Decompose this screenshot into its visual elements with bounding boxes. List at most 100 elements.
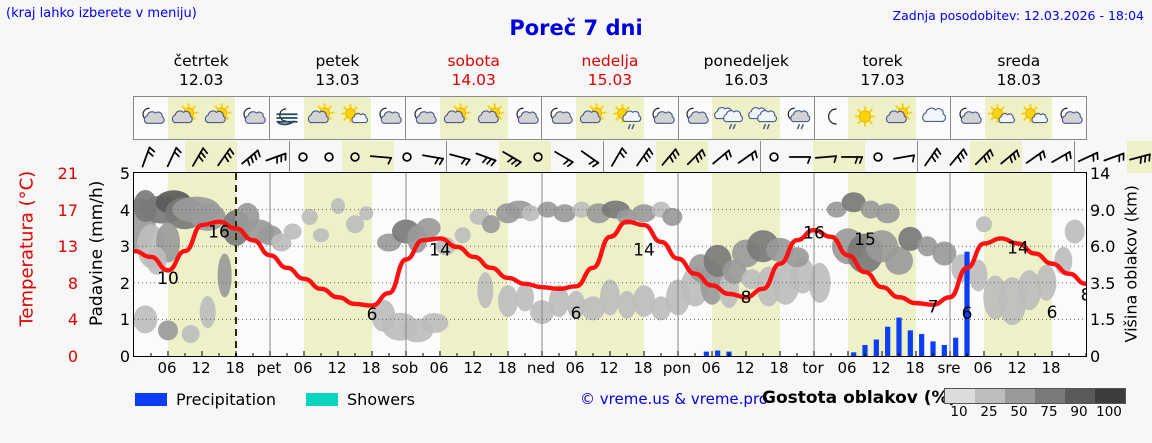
wind-day-group-0 <box>133 141 290 173</box>
wind-barb <box>918 141 944 173</box>
sun-cloud-icon <box>440 97 474 139</box>
moon-cloud-icon <box>235 97 269 139</box>
wind-barb <box>1022 141 1048 173</box>
time-tick-label: 18 <box>361 359 381 377</box>
wind-day-group-6 <box>1075 141 1152 173</box>
precipitation-axis-title-text: Padavine (mm/h) <box>87 180 107 326</box>
svg-text:14: 14 <box>429 240 451 260</box>
sun-cloud-icon <box>167 97 202 139</box>
time-tick-label: 18 <box>1041 359 1061 377</box>
cloud-rain-icon <box>712 97 747 139</box>
temperature-axis-title: Temperatura (°C) <box>14 168 40 364</box>
icon-day-group-6 <box>951 97 1086 139</box>
moon-cloud-icon <box>951 97 985 139</box>
moon-cloud-rain-icon <box>780 97 814 139</box>
icon-day-group-1 <box>270 97 407 139</box>
precipitation-bars <box>703 251 970 356</box>
wind-barb <box>787 141 813 173</box>
time-tick-label: 06 <box>973 359 993 377</box>
axis-tick: 2 <box>119 273 130 293</box>
svg-text:6: 6 <box>962 304 973 324</box>
day-header-1: petek 13.03 <box>269 52 405 92</box>
temperature-value-labels: 10 16 6 14 6 14 8 16 7 6 15 14 6 8 <box>157 223 1086 325</box>
wind-barb <box>630 141 656 173</box>
icon-day-group-5 <box>815 97 951 139</box>
wind-barb <box>133 141 159 173</box>
wind-barb <box>237 141 263 173</box>
wind-barb <box>865 141 891 173</box>
wind-barb <box>159 141 185 173</box>
day-name: ponedeljek <box>703 52 789 70</box>
axis-tick: 13 <box>57 237 78 257</box>
day-name: sreda <box>997 52 1041 70</box>
wind-day-group-5 <box>918 141 1075 173</box>
wind-day-group-4 <box>761 141 918 173</box>
wind-barb <box>316 141 342 173</box>
axis-tick: 21 <box>57 164 78 183</box>
wind-barb <box>420 141 446 173</box>
wind-barb <box>499 141 525 173</box>
density-swatch-75 <box>1035 389 1065 403</box>
wind-barb <box>813 141 839 173</box>
sun-cloud-icon <box>201 97 236 139</box>
time-tick-label: tor <box>802 359 824 377</box>
axis-tick: 3.5 <box>1090 273 1116 293</box>
day-name: petek <box>315 52 360 70</box>
time-tick-label: 12 <box>871 359 891 377</box>
time-tick-label: 12 <box>599 359 619 377</box>
moon-cloud-icon <box>508 97 542 139</box>
day-date: 18.03 <box>996 71 1042 89</box>
precipitation-legend-label: Precipitation <box>176 389 277 409</box>
axis-tick: 6.0 <box>1090 237 1116 257</box>
moon-fog-icon <box>270 97 304 139</box>
time-tick-label: 12 <box>735 359 755 377</box>
wind-barb <box>342 141 368 173</box>
axis-tick: 5 <box>119 164 130 183</box>
precipitation-axis-ticks: 5 4 3 2 1 0 <box>108 160 130 366</box>
moon-icon <box>815 97 849 139</box>
time-tick-label: sob <box>391 359 419 377</box>
time-tick-label: 06 <box>837 359 857 377</box>
wind-barb <box>473 141 499 173</box>
time-axis-labels: 06 12 18 pet 06 12 18 sob 06 12 18 ned 06 12 18 pon 06 12… <box>133 359 1087 379</box>
svg-text:8: 8 <box>741 288 752 308</box>
time-tick-label: 06 <box>701 359 721 377</box>
credit-link[interactable]: © vreme.us & vreme.pro <box>580 390 768 408</box>
time-tick-label: sre <box>937 359 961 377</box>
wind-barb <box>944 141 970 173</box>
wind-barb <box>761 141 787 173</box>
density-swatch-90 <box>1065 389 1095 403</box>
svg-text:16: 16 <box>208 223 230 243</box>
density-tick: 10 <box>950 404 968 420</box>
day-header-strip: četrtek 12.03 petek 13.03 sobota 14.03 nedelja… <box>133 52 1087 92</box>
day-date: 13.03 <box>315 71 360 89</box>
wind-barb <box>577 141 603 173</box>
axis-tick: 0 <box>1090 347 1101 366</box>
sun-cloud-icon <box>473 97 508 139</box>
day-header-4: ponedeljek 16.03 <box>678 52 814 92</box>
wind-barb <box>891 141 917 173</box>
cloud-density-legend-title: Gostota oblakov (%) <box>762 388 957 408</box>
day-date: 12.03 <box>178 71 224 89</box>
density-tick: 100 <box>1096 404 1122 420</box>
meteogram-plot[interactable]: 10 16 6 14 6 14 8 16 7 6 15 14 6 8 <box>133 172 1087 357</box>
day-header-0: četrtek 12.03 <box>133 52 269 92</box>
sun-icon <box>848 97 883 139</box>
day-header-2: sobota 14.03 <box>406 52 542 92</box>
cloud-rain-icon <box>746 97 780 139</box>
icon-day-group-4 <box>679 97 815 139</box>
day-header-5: torek 17.03 <box>814 52 950 92</box>
svg-text:15: 15 <box>854 230 876 250</box>
wind-barb <box>447 141 473 173</box>
day-name: četrtek <box>173 52 229 70</box>
icon-day-group-0 <box>134 97 271 139</box>
wind-barb <box>525 141 551 173</box>
svg-text:6: 6 <box>367 305 378 325</box>
density-swatch-100 <box>1095 389 1125 403</box>
wind-barb <box>656 141 682 173</box>
time-tick-label: pon <box>662 359 692 377</box>
time-tick-label: 18 <box>497 359 517 377</box>
showers-swatch <box>306 392 339 406</box>
time-tick-label: 12 <box>327 359 347 377</box>
cloud-icon <box>916 97 950 139</box>
